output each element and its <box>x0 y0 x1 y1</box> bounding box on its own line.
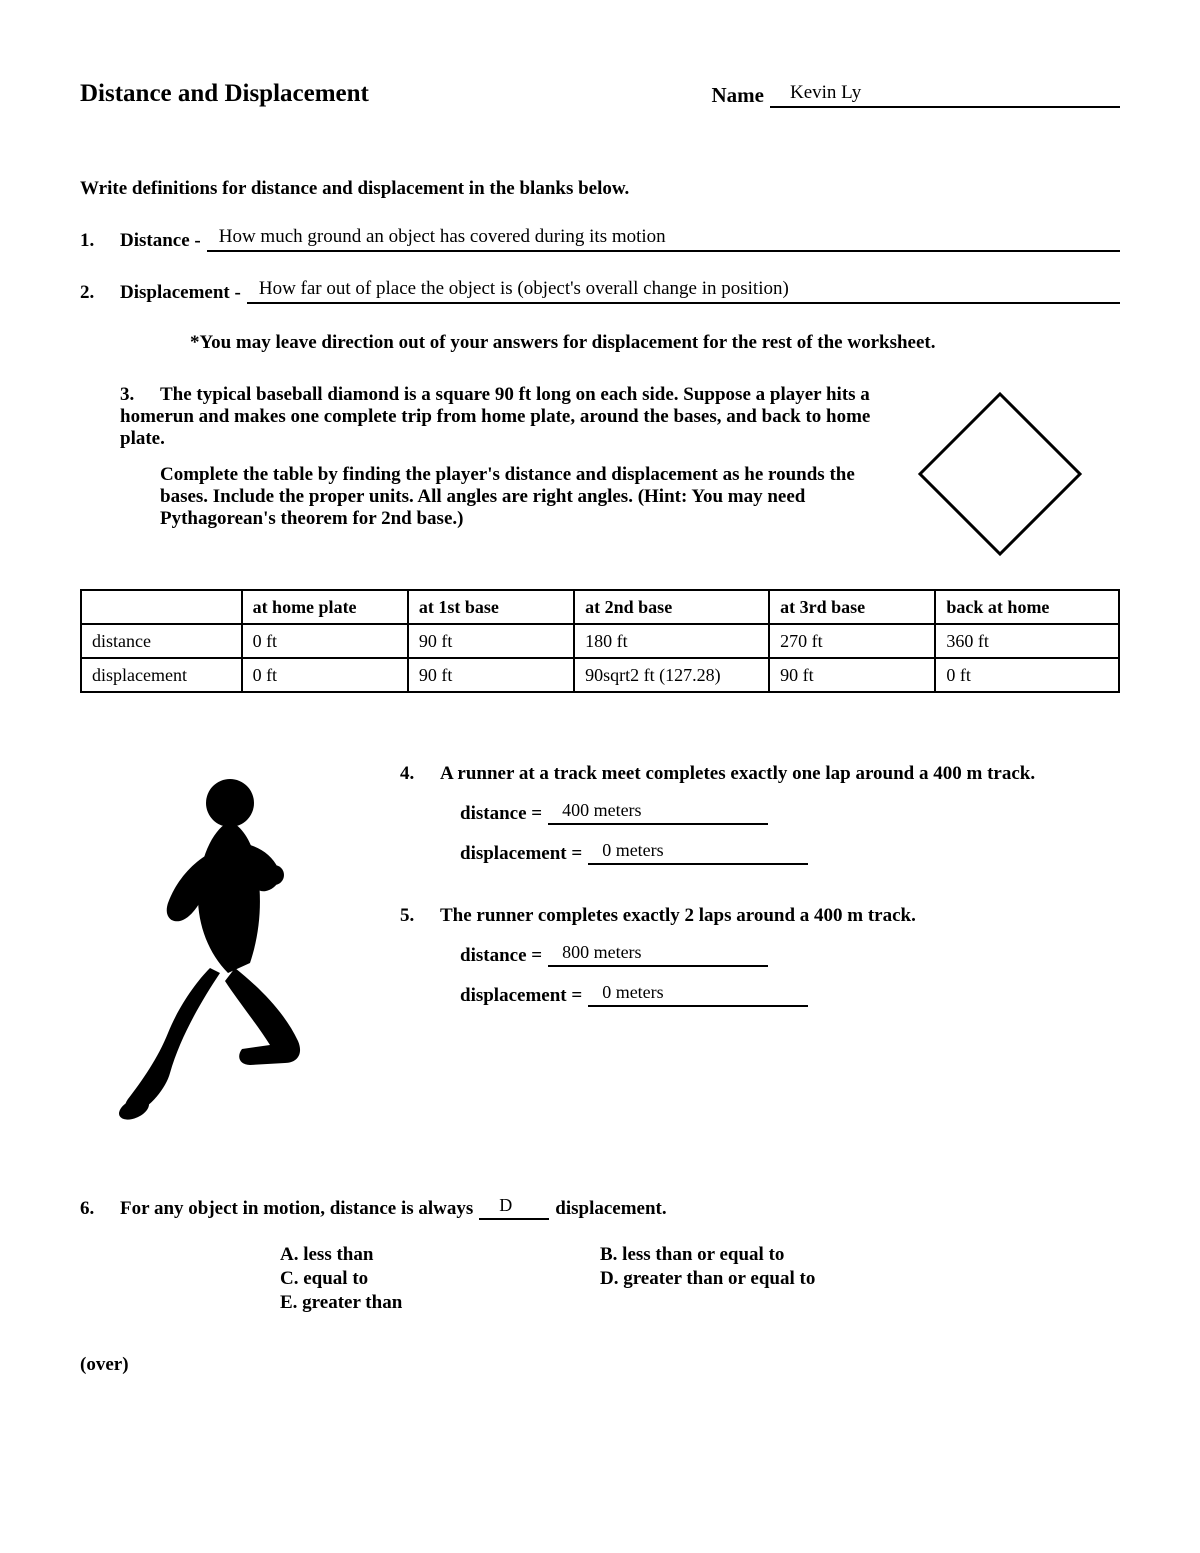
q5-displacement-label: displacement = <box>460 985 582 1007</box>
diamond-icon <box>910 384 1090 564</box>
q45-col: 4. A runner at a track meet completes ex… <box>400 763 1120 1148</box>
runner-figure <box>80 763 400 1148</box>
q5-displacement-line: displacement = 0 meters <box>460 985 1120 1007</box>
q2-label: Displacement - <box>120 282 241 304</box>
q4-displacement-ans: 0 meters <box>602 840 663 861</box>
q4-text: A runner at a track meet completes exact… <box>440 763 1035 785</box>
choice-a: A. less than <box>280 1244 600 1266</box>
q1-answer: How much ground an object has covered du… <box>219 226 666 248</box>
q5-distance-line: distance = 800 meters <box>460 945 1120 967</box>
col-3rd: at 3rd base <box>769 590 935 624</box>
disp-home: 0 ft <box>242 658 408 692</box>
name-block: Name Kevin Ly <box>712 83 1120 108</box>
q4-distance-blank: 400 meters <box>548 803 768 825</box>
q3-block: 3.The typical baseball diamond is a squa… <box>80 384 1120 569</box>
dist-back: 360 ft <box>935 624 1119 658</box>
disp-back: 0 ft <box>935 658 1119 692</box>
q3-num: 3. <box>120 384 160 406</box>
q4-displacement-label: displacement = <box>460 843 582 865</box>
q6-blank-ans: D <box>499 1195 512 1216</box>
disp-2nd: 90sqrt2 ft (127.28) <box>574 658 769 692</box>
name-label: Name <box>712 83 764 108</box>
q6-choices: A. less than B. less than or equal to C.… <box>280 1244 1120 1314</box>
table-header-row: at home plate at 1st base at 2nd base at… <box>81 590 1119 624</box>
q3-text: 3.The typical baseball diamond is a squa… <box>80 384 880 569</box>
col-back: back at home <box>935 590 1119 624</box>
q1-answer-line: How much ground an object has covered du… <box>207 228 1120 252</box>
worksheet-page: Distance and Displacement Name Kevin Ly … <box>0 0 1200 1416</box>
q2-answer-line: How far out of place the object is (obje… <box>247 280 1120 304</box>
q45-block: 4. A runner at a track meet completes ex… <box>80 763 1120 1148</box>
disp-3rd: 90 ft <box>769 658 935 692</box>
q5-displacement-blank: 0 meters <box>588 985 808 1007</box>
dist-2nd: 180 ft <box>574 624 769 658</box>
q5-distance-blank: 800 meters <box>548 945 768 967</box>
q6-text-pre: For any object in motion, distance is al… <box>120 1198 473 1220</box>
instructions: Write definitions for distance and displ… <box>80 178 1120 200</box>
row-label-distance: distance <box>81 624 242 658</box>
direction-note: *You may leave direction out of your ans… <box>190 332 1120 354</box>
dist-3rd: 270 ft <box>769 624 935 658</box>
q6-num: 6. <box>80 1198 120 1220</box>
q5-distance-label: distance = <box>460 945 542 967</box>
q1-label: Distance - <box>120 230 201 252</box>
header-row: Distance and Displacement Name Kevin Ly <box>80 80 1120 108</box>
row-label-displacement: displacement <box>81 658 242 692</box>
q6-row: 6. For any object in motion, distance is… <box>80 1198 1120 1220</box>
q6-blank: D <box>479 1198 549 1220</box>
q5-num: 5. <box>400 905 440 927</box>
q4-num: 4. <box>400 763 440 785</box>
q3-para2: Complete the table by finding the player… <box>160 464 880 530</box>
q4-distance-label: distance = <box>460 803 542 825</box>
q1-num: 1. <box>80 230 120 252</box>
choice-d: D. greater than or equal to <box>600 1268 920 1290</box>
diamond-figure <box>880 384 1120 569</box>
choice-blank <box>600 1292 920 1314</box>
q4-displacement-blank: 0 meters <box>588 843 808 865</box>
student-name: Kevin Ly <box>790 82 861 104</box>
col-home: at home plate <box>242 590 408 624</box>
runner-icon <box>80 763 380 1143</box>
q5-displacement-ans: 0 meters <box>602 982 663 1003</box>
dist-1st: 90 ft <box>408 624 574 658</box>
page-title: Distance and Displacement <box>80 80 369 108</box>
q2-num: 2. <box>80 282 120 304</box>
choice-e: E. greater than <box>280 1292 600 1314</box>
table-row-distance: distance 0 ft 90 ft 180 ft 270 ft 360 ft <box>81 624 1119 658</box>
col-2nd: at 2nd base <box>574 590 769 624</box>
choice-c: C. equal to <box>280 1268 600 1290</box>
name-line: Kevin Ly <box>770 84 1120 108</box>
q4-displacement-line: displacement = 0 meters <box>460 843 1120 865</box>
col-1st: at 1st base <box>408 590 574 624</box>
q4-distance-line: distance = 400 meters <box>460 803 1120 825</box>
q5-row: 5. The runner completes exactly 2 laps a… <box>400 905 1120 927</box>
col-blank <box>81 590 242 624</box>
q5-distance-ans: 800 meters <box>562 942 641 963</box>
q4-row: 4. A runner at a track meet completes ex… <box>400 763 1120 785</box>
bases-table: at home plate at 1st base at 2nd base at… <box>80 589 1120 693</box>
footer-over: (over) <box>80 1354 1120 1376</box>
table-row-displacement: displacement 0 ft 90 ft 90sqrt2 ft (127.… <box>81 658 1119 692</box>
q2-answer: How far out of place the object is (obje… <box>259 278 789 300</box>
q2-row: 2. Displacement - How far out of place t… <box>80 280 1120 304</box>
disp-1st: 90 ft <box>408 658 574 692</box>
q5-text: The runner completes exactly 2 laps arou… <box>440 905 916 927</box>
q6-text-post: displacement. <box>555 1198 666 1220</box>
choice-b: B. less than or equal to <box>600 1244 920 1266</box>
dist-home: 0 ft <box>242 624 408 658</box>
q1-row: 1. Distance - How much ground an object … <box>80 228 1120 252</box>
q4-distance-ans: 400 meters <box>562 800 641 821</box>
q3-para1: The typical baseball diamond is a square… <box>120 384 870 449</box>
